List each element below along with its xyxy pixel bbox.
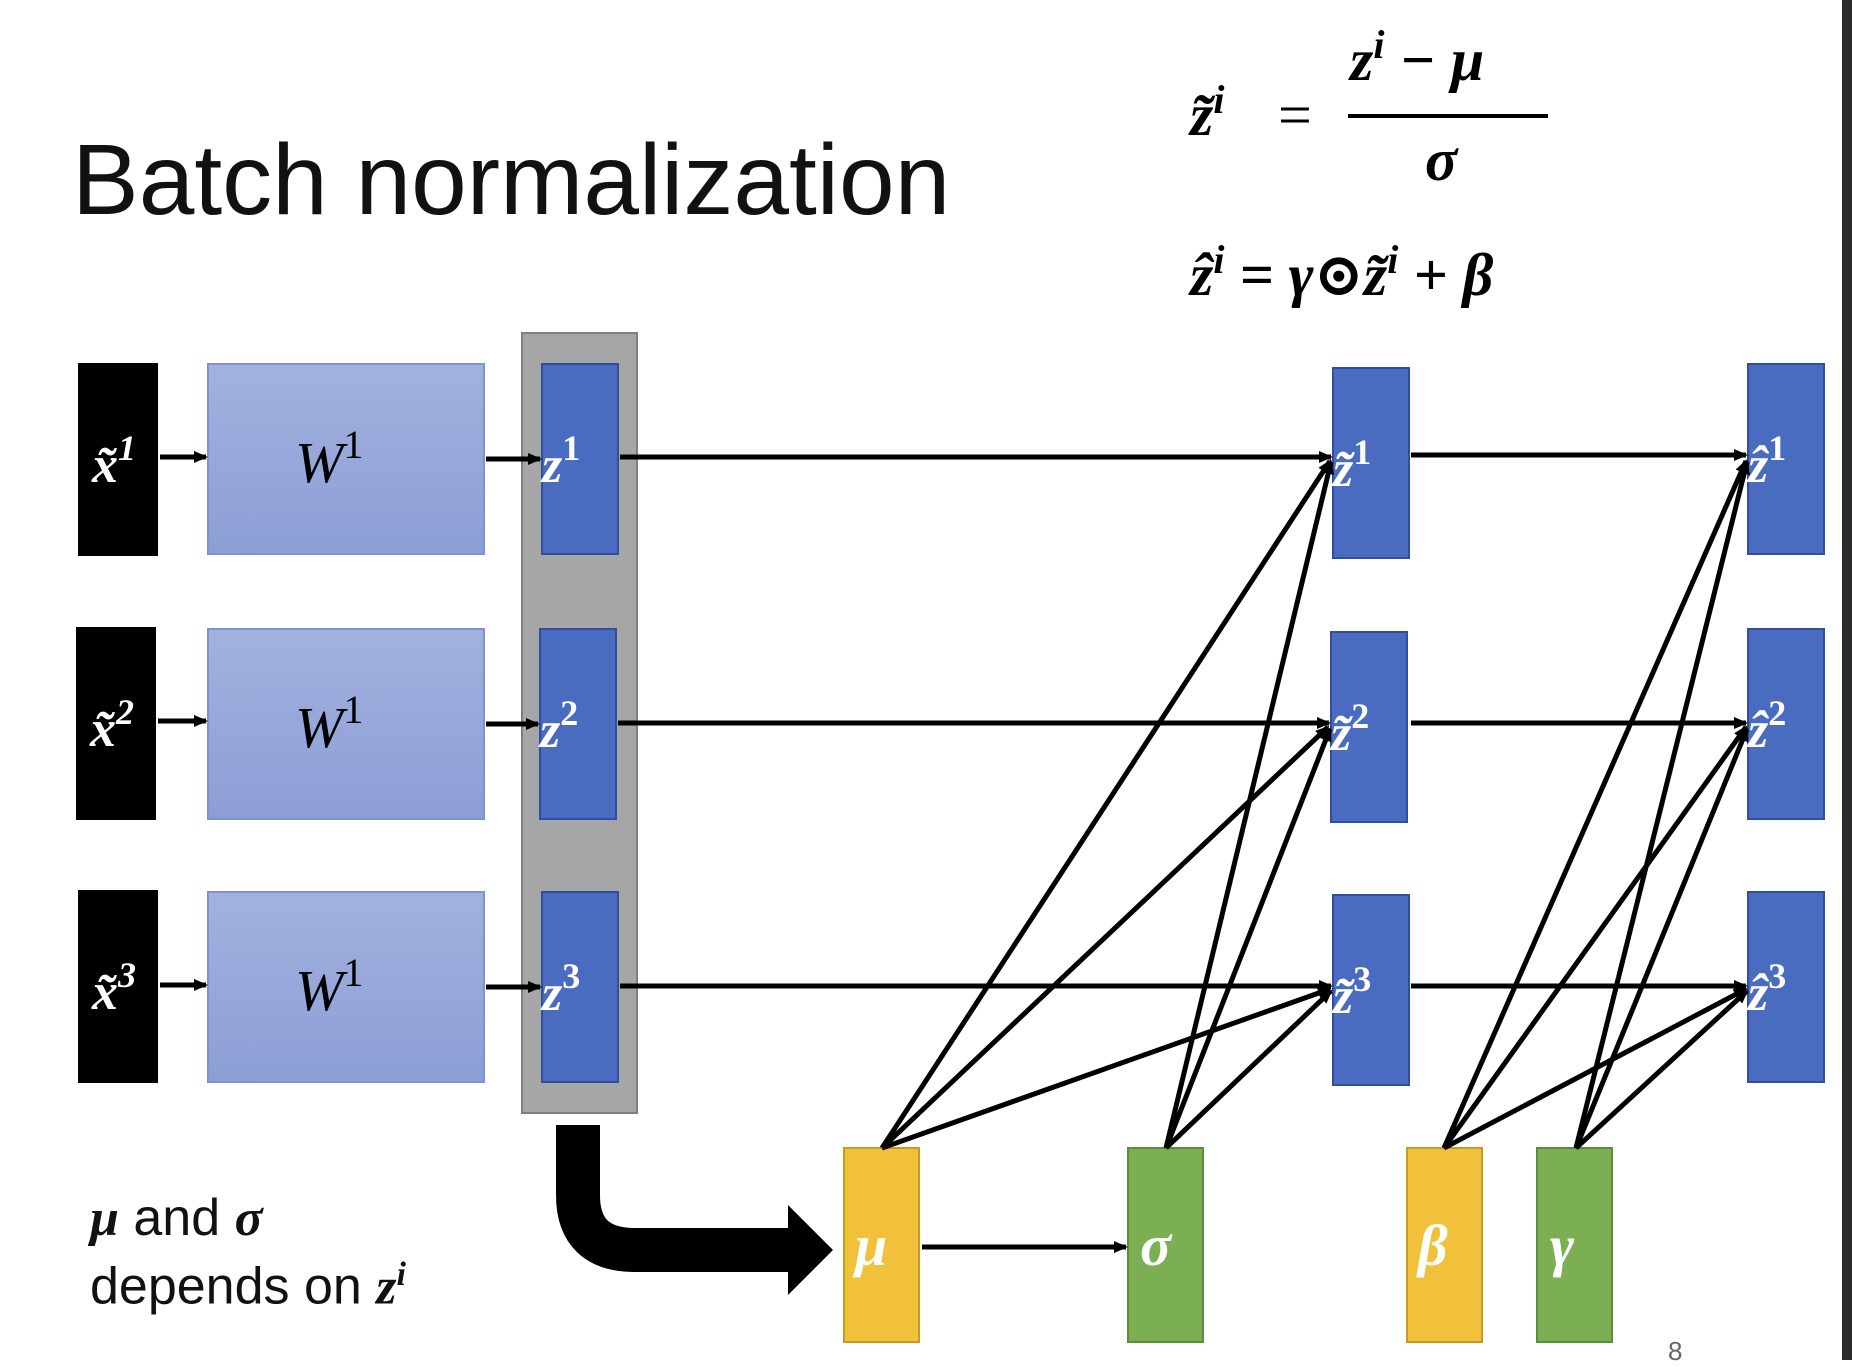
input-x1: x̃1 (78, 363, 158, 556)
formula-numerator: zi − μ (1348, 22, 1484, 93)
z-node-1-label: z1 (540, 428, 580, 494)
z-tilde-node-3: z̃3 (1331, 894, 1410, 1086)
z-node-1: z1 (540, 363, 619, 555)
beta-label: β (1416, 1213, 1448, 1278)
z-hat-node-2: ẑ2 (1746, 628, 1825, 820)
z-tilde-1-label: z̃1 (1331, 432, 1371, 498)
z-tilde-node-2: z̃2 (1329, 631, 1408, 823)
arrow-gamma-zhat2 (1573, 727, 1750, 1149)
page-number: 8 (1668, 1336, 1683, 1366)
dependency-note: μ and σ depends on zi (90, 1185, 406, 1321)
note-z: z (376, 1257, 397, 1315)
input-x3-label: x̃3 (91, 955, 136, 1021)
std-label: σ (1140, 1213, 1173, 1278)
note-line-1: μ and σ (90, 1185, 406, 1253)
z-hat-1-label: ẑ1 (1746, 428, 1786, 494)
z-node-2-label: z2 (538, 693, 578, 759)
slide-title: Batch normalization (72, 124, 951, 236)
note-depends: depends on (90, 1256, 377, 1315)
note-z-sup: i (396, 1255, 406, 1293)
z-node-2: z2 (538, 628, 617, 820)
weight-box-1: W1 (207, 363, 485, 555)
right-frame-edge (1842, 0, 1852, 1360)
formula-equals: = (1278, 82, 1312, 148)
input-x2: x̃2 (76, 627, 156, 820)
weight-box-3: W1 (207, 891, 485, 1083)
arrow-mean-ztilde1 (879, 459, 1333, 1150)
note-line-2: depends on zi (90, 1253, 406, 1321)
input-x1-label: x̃1 (91, 428, 136, 494)
formula-ztilde-lhs: z̃i (1188, 77, 1224, 148)
arrow-gamma-zhat1 (1573, 460, 1750, 1149)
arrow-beta-zhat2 (1441, 725, 1749, 1150)
input-x2-label: x̃2 (89, 692, 134, 758)
z-hat-node-3: ẑ3 (1746, 891, 1825, 1083)
note-mu: μ (90, 1190, 119, 1247)
formula-denominator: σ (1425, 127, 1459, 193)
formula-zhat: ẑi = γ⊙z̃i + β (1188, 237, 1494, 308)
arrow-std-ztilde1 (1163, 460, 1335, 1149)
arrow-std-ztilde3 (1164, 989, 1333, 1150)
weight-1-label: W1 (295, 422, 363, 495)
z-tilde-2-label: z̃2 (1329, 696, 1369, 762)
mean-node: μ (843, 1147, 920, 1343)
weight-2-label: W1 (295, 687, 363, 760)
z-node-3-label: z3 (540, 956, 580, 1022)
gamma-node: γ (1536, 1147, 1613, 1343)
arrow-beta-zhat1 (1441, 459, 1749, 1150)
gamma-label: γ (1550, 1213, 1575, 1278)
z-tilde-node-1: z̃1 (1331, 367, 1410, 559)
z-hat-node-1: ẑ1 (1746, 363, 1825, 555)
weight-box-2: W1 (207, 628, 485, 820)
z-hat-3-label: ẑ3 (1746, 956, 1786, 1022)
normalization-formula: z̃i = zi − μ σ (1188, 22, 1548, 193)
beta-node: β (1406, 1147, 1483, 1343)
mean-label: μ (852, 1213, 887, 1278)
connections (158, 449, 1750, 1253)
z-hat-2-label: ẑ2 (1746, 693, 1786, 759)
affine-formula: ẑi = γ⊙z̃i + β (1188, 237, 1494, 308)
std-node: σ (1127, 1147, 1204, 1343)
arrow-std-ztilde2 (1163, 727, 1333, 1149)
batch-to-mean-arrowhead (788, 1205, 833, 1295)
arrow-gamma-zhat3 (1574, 989, 1749, 1150)
note-and: and (118, 1189, 235, 1247)
note-sigma: σ (234, 1190, 263, 1247)
batch-to-mean-arrow (556, 1125, 790, 1272)
arrow-mean-ztilde2 (880, 725, 1330, 1150)
arrow-mean-ztilde3 (881, 986, 1332, 1151)
weight-3-label: W1 (295, 950, 363, 1023)
input-x3: x̃3 (78, 890, 158, 1083)
z-node-3: z3 (540, 891, 619, 1083)
z-tilde-3-label: z̃3 (1331, 959, 1371, 1025)
